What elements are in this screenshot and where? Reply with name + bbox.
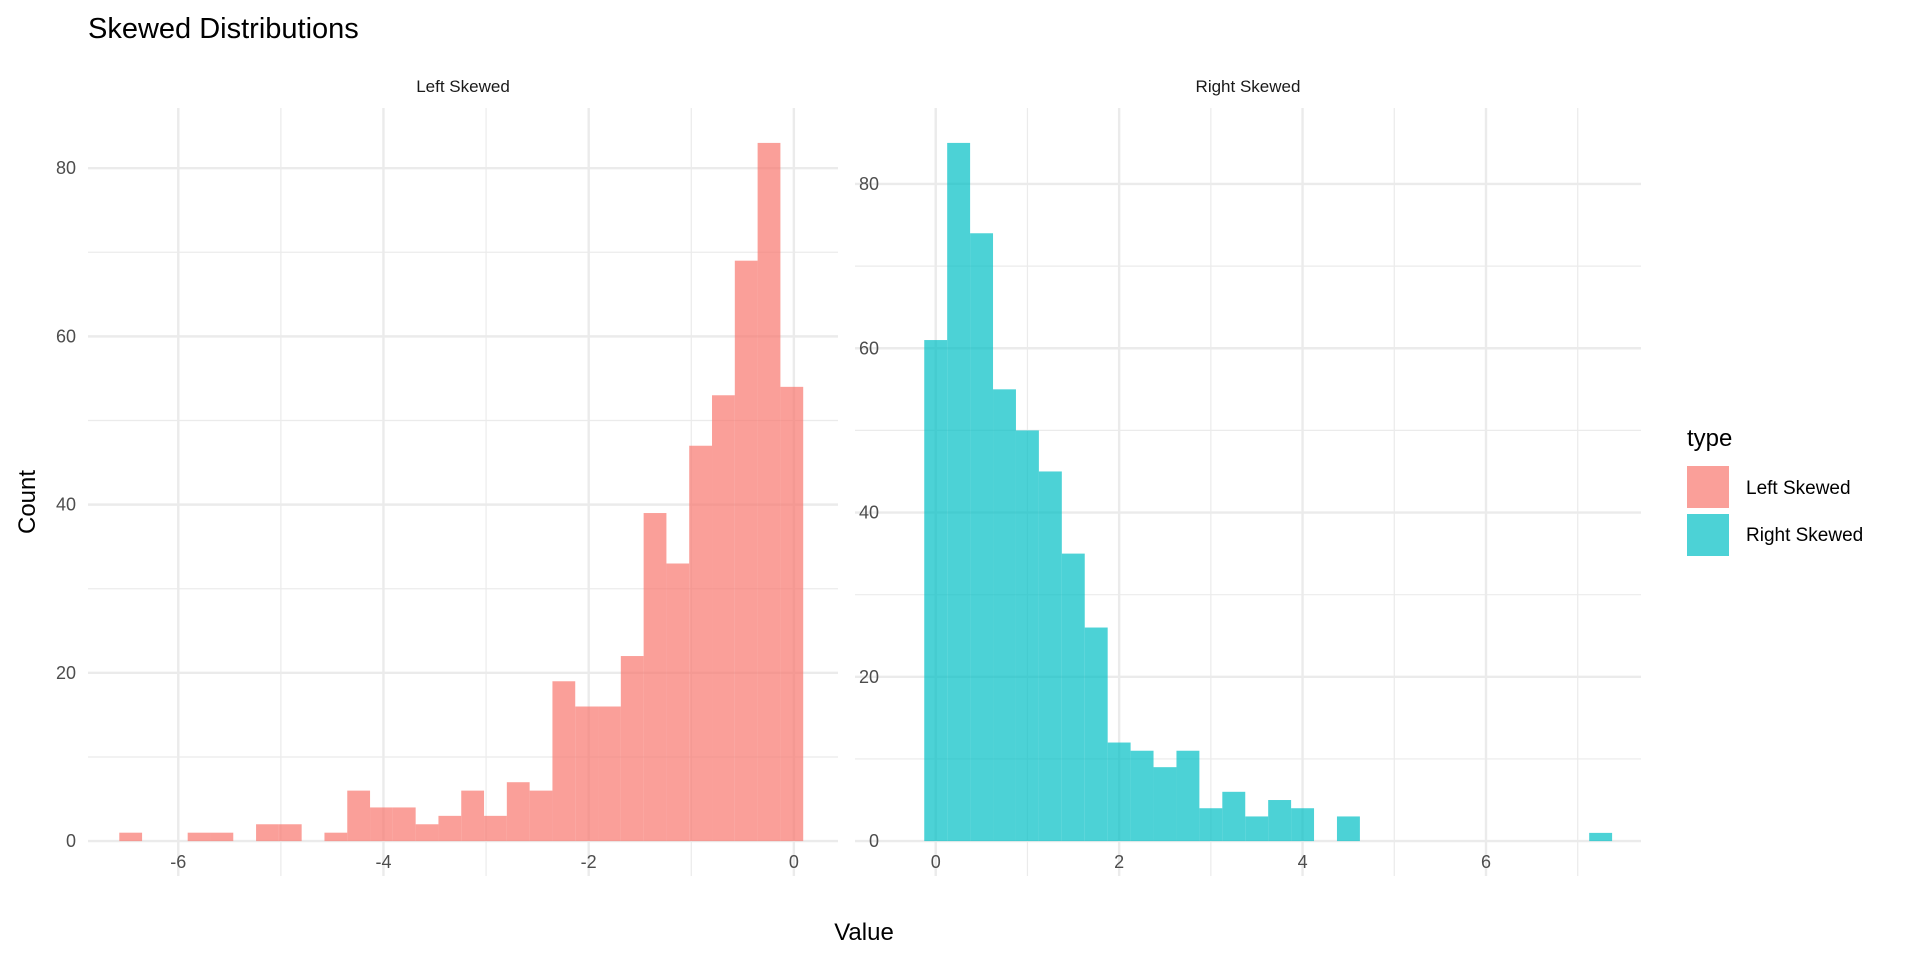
histogram-bar	[461, 790, 485, 842]
y-tick-label: 60	[859, 338, 879, 358]
histogram-bar	[993, 389, 1016, 842]
histogram-bar	[256, 824, 279, 842]
x-tick-label: 2	[1114, 852, 1124, 872]
histogram-bar	[210, 832, 234, 842]
legend-key-right-skewed	[1687, 514, 1729, 556]
histogram-bar	[689, 445, 713, 842]
histogram-bar	[370, 807, 393, 842]
legend-key-left-skewed	[1687, 466, 1729, 508]
x-tick-label: 4	[1298, 852, 1308, 872]
legend-title: type	[1687, 425, 1732, 452]
histogram-bar	[575, 706, 599, 842]
legend-label-left-skewed: Left Skewed	[1746, 478, 1851, 499]
histogram-bar	[1245, 816, 1269, 842]
y-tick-label: 0	[869, 831, 879, 851]
histogram-bar	[347, 790, 371, 842]
histogram-bar	[1130, 750, 1154, 842]
histogram-bar	[1176, 750, 1200, 842]
histogram-bar	[1153, 767, 1177, 842]
x-tick-label: -2	[581, 852, 597, 872]
legend-label-right-skewed: Right Skewed	[1746, 525, 1863, 546]
histogram-bar	[1268, 800, 1292, 842]
histogram-bar	[643, 513, 667, 842]
x-tick-label: 6	[1481, 852, 1491, 872]
y-axis-title: Count	[14, 470, 41, 534]
histogram-bar	[970, 233, 994, 842]
histogram-bar	[734, 260, 758, 842]
histogram-bar	[757, 142, 781, 842]
histogram-bar	[1199, 808, 1223, 842]
y-tick-label: 20	[859, 667, 879, 687]
y-tick-label: 80	[56, 158, 76, 178]
histogram-bar	[392, 807, 416, 842]
x-tick-label: 0	[789, 852, 799, 872]
histogram-bar	[1291, 808, 1315, 842]
facet-strip-label: Right Skewed	[1196, 77, 1301, 96]
histogram-bar	[1038, 471, 1062, 842]
histogram-bar	[924, 340, 948, 842]
y-tick-label: 60	[56, 326, 76, 346]
histogram-bar	[780, 386, 804, 842]
histogram-bar	[415, 824, 439, 842]
y-tick-label: 80	[859, 174, 879, 194]
histogram-bar	[620, 656, 644, 842]
histogram-bar	[119, 832, 143, 842]
histogram-bar	[324, 832, 348, 842]
histogram-bar	[506, 782, 530, 842]
histogram-bar	[1015, 430, 1039, 842]
histogram-bar	[438, 815, 462, 842]
panel-0: Left Skewed -6 -4 -2 0 0 20 40 60 80	[56, 77, 838, 876]
histogram-bar	[712, 395, 735, 842]
chart-title: Skewed Distributions	[88, 13, 359, 45]
facet-strip-label: Left Skewed	[416, 77, 510, 96]
histogram-bar	[1061, 553, 1085, 842]
x-tick-label: 0	[931, 852, 941, 872]
histogram-bar	[529, 790, 553, 842]
legend: type Left Skewed Right Skewed	[1687, 425, 1863, 556]
histogram-bar	[552, 681, 576, 842]
histogram-bar	[947, 142, 971, 842]
y-tick-label: 0	[66, 831, 76, 851]
y-tick-label: 40	[56, 495, 76, 515]
x-axis-title: Value	[834, 919, 894, 946]
histogram-bar	[187, 832, 211, 842]
y-tick-label: 40	[859, 503, 879, 523]
histogram-bar	[1084, 627, 1108, 842]
histogram-bar	[1589, 832, 1613, 842]
histogram-bar	[666, 563, 690, 842]
histogram-bar	[598, 706, 621, 842]
histogram-bar	[1336, 816, 1360, 842]
x-tick-label: -6	[170, 852, 186, 872]
y-tick-label: 20	[56, 663, 76, 683]
histogram-bar	[484, 815, 507, 842]
histogram-bar	[1222, 791, 1246, 842]
x-tick-label: -4	[375, 852, 391, 872]
histogram-bar	[1107, 742, 1131, 842]
histogram-bar	[278, 824, 302, 842]
